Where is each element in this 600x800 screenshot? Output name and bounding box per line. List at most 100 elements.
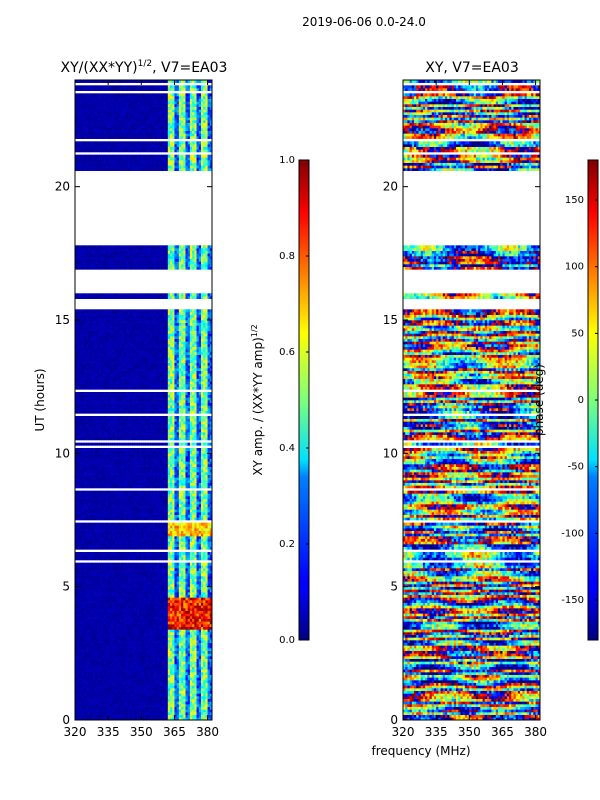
heatmap-cell xyxy=(103,701,107,705)
heatmap-cell xyxy=(203,568,206,571)
heatmap-cell xyxy=(121,642,125,646)
heatmap-cell xyxy=(145,616,149,619)
heatmap-cell xyxy=(139,584,142,587)
heatmap-cell xyxy=(147,680,151,683)
heatmap-cell xyxy=(88,594,91,598)
heatmap-cell xyxy=(163,696,166,699)
heatmap-cell xyxy=(132,712,136,715)
heatmap-cell xyxy=(141,640,144,643)
heatmap-cell xyxy=(81,648,85,651)
heatmap-cell xyxy=(174,664,178,667)
heatmap-cell xyxy=(198,626,202,630)
heatmap-cell xyxy=(181,594,184,598)
heatmap-cell xyxy=(170,661,173,665)
heatmap-cell xyxy=(92,597,96,601)
heatmap-cell xyxy=(163,674,166,678)
heatmap-cell xyxy=(207,600,211,603)
heatmap-cell xyxy=(114,669,118,673)
heatmap-cell xyxy=(178,517,182,521)
heatmap-cell xyxy=(163,602,166,606)
heatmap-cell xyxy=(88,650,91,654)
heatmap-cell xyxy=(183,605,186,609)
heatmap-cell xyxy=(92,501,96,505)
heatmap-cell xyxy=(167,576,171,579)
heatmap-cell xyxy=(181,690,184,694)
heatmap-cell xyxy=(170,632,173,635)
heatmap-cell xyxy=(207,504,211,507)
heatmap-cell xyxy=(130,557,133,561)
heatmap-cell xyxy=(196,677,200,681)
heatmap-cell xyxy=(103,613,107,617)
heatmap-cell xyxy=(139,682,142,686)
heatmap-cell xyxy=(167,514,171,518)
heatmap-cell xyxy=(141,693,144,697)
heatmap-cell xyxy=(79,584,83,587)
heatmap-cell xyxy=(79,653,83,657)
heatmap-cell xyxy=(105,578,109,582)
heatmap-cell xyxy=(105,498,109,502)
heatmap-cell xyxy=(194,509,197,513)
heatmap-cell xyxy=(161,666,164,670)
heatmap-cell xyxy=(209,672,212,675)
heatmap-cell xyxy=(103,536,107,539)
heatmap-cell xyxy=(112,592,116,595)
heatmap-cell xyxy=(77,544,80,547)
heatmap-cell xyxy=(161,690,164,694)
heatmap-cell xyxy=(79,496,83,499)
heatmap-cell xyxy=(130,565,133,569)
heatmap-cell xyxy=(130,685,133,689)
heatmap-cell xyxy=(181,592,184,595)
heatmap-cell xyxy=(105,530,109,534)
heatmap-cell xyxy=(167,570,171,574)
heatmap-cell xyxy=(174,706,178,710)
heatmap-cell xyxy=(145,672,149,675)
heatmap-cell xyxy=(79,685,83,689)
heatmap-cell xyxy=(86,709,89,713)
heatmap-cell xyxy=(145,602,149,606)
heatmap-cell xyxy=(81,672,85,675)
heatmap-cell xyxy=(81,682,85,686)
heatmap-cell xyxy=(156,546,160,550)
heatmap-cell xyxy=(128,640,131,643)
heatmap-cell xyxy=(143,624,147,627)
heatmap-cell xyxy=(112,586,116,590)
heatmap-cell xyxy=(132,573,136,577)
heatmap-cell xyxy=(192,712,195,715)
heatmap-cell xyxy=(99,600,102,603)
heatmap-cell xyxy=(79,701,83,705)
heatmap-cell xyxy=(77,669,80,673)
heatmap-cell xyxy=(88,501,91,505)
heatmap-cell xyxy=(103,666,107,670)
heatmap-cell xyxy=(110,696,113,699)
heatmap-cell xyxy=(81,645,85,649)
heatmap-cell xyxy=(110,610,113,614)
heatmap-cell xyxy=(183,698,186,702)
heatmap-cell xyxy=(88,525,91,529)
heatmap-cell xyxy=(196,674,200,678)
heatmap-cell xyxy=(86,704,89,707)
heatmap-cell xyxy=(167,672,171,675)
heatmap-cell xyxy=(198,544,202,547)
heatmap-cell xyxy=(189,562,193,566)
heatmap-cell xyxy=(110,618,113,622)
heatmap-cell xyxy=(123,677,127,681)
heatmap-cell xyxy=(136,530,140,534)
heatmap-cell xyxy=(141,608,144,611)
heatmap-cell xyxy=(176,565,180,569)
heatmap-cell xyxy=(141,634,144,638)
heatmap-cell xyxy=(83,584,87,587)
heatmap-cell xyxy=(114,613,118,617)
heatmap-cell xyxy=(90,701,94,705)
heatmap-cell xyxy=(194,650,197,654)
heatmap-cell xyxy=(97,672,100,675)
heatmap-cell xyxy=(130,501,133,505)
heatmap-cell xyxy=(83,536,87,539)
heatmap-cell xyxy=(90,514,94,518)
heatmap-cell xyxy=(125,501,129,505)
heatmap-cell xyxy=(194,688,197,691)
heatmap-cell xyxy=(75,573,78,577)
heatmap-cell xyxy=(196,608,200,611)
heatmap-cell xyxy=(132,632,136,635)
heatmap-cell xyxy=(79,592,83,595)
heatmap-cell xyxy=(207,525,211,529)
